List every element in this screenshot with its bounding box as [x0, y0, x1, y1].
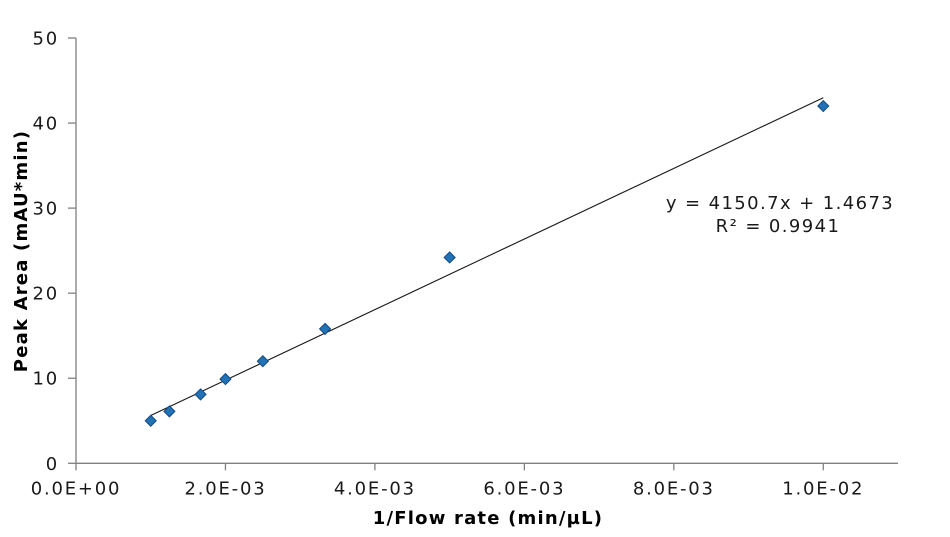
trendline-r-squared-label: R² = 0.9941	[716, 216, 841, 237]
data-point-marker	[219, 372, 232, 386]
data-point-marker	[817, 99, 830, 113]
y-tick-label: 40	[32, 114, 59, 135]
trendline	[150, 97, 824, 417]
x-axis-title: 1/Flow rate (min/µL)	[373, 508, 603, 529]
y-tick-label: 50	[32, 29, 59, 50]
trendline-equation-label: y = 4150.7x + 1.4673	[666, 193, 894, 214]
x-tick-label: 4.0E-03	[334, 478, 416, 499]
data-point-marker	[318, 322, 332, 336]
data-point-marker	[256, 355, 270, 368]
y-tick-label: 20	[32, 284, 59, 305]
y-tick-label: 10	[32, 369, 59, 390]
x-tick-label: 0.0E+00	[31, 478, 122, 499]
y-tick-label: 30	[32, 199, 59, 220]
x-tick-label: 2.0E-03	[184, 478, 266, 499]
plot-area: 0 10 20 30 40 50 0.0E+00 2.0E-03 4.0E-03 6.0E-03 8…	[31, 29, 898, 499]
x-tick-label: 1.0E-02	[782, 478, 864, 499]
y-tick-label: 0	[46, 454, 59, 475]
data-point-marker	[443, 251, 456, 264]
data-point-marker	[194, 388, 207, 401]
x-tick-label: 8.0E-03	[633, 478, 715, 499]
y-axis-title: Peak Area (mAU*min)	[11, 130, 32, 372]
data-point-marker	[163, 405, 176, 418]
x-tick-label: 6.0E-03	[483, 478, 565, 499]
data-point-marker	[144, 414, 157, 427]
